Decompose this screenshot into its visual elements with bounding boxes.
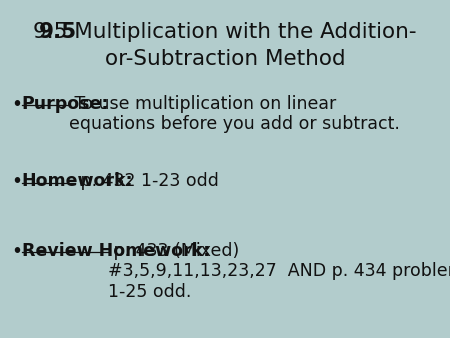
Text: To use multiplication on linear
equations before you add or subtract.: To use multiplication on linear equation… <box>69 95 400 134</box>
Text: 9.5: 9.5 <box>39 22 77 42</box>
Text: •: • <box>11 242 22 261</box>
Text: Homework:: Homework: <box>22 172 133 190</box>
Text: Purpose:: Purpose: <box>22 95 109 113</box>
Text: Review Homework:: Review Homework: <box>22 242 210 260</box>
Text: •: • <box>11 95 22 114</box>
Text: •: • <box>11 172 22 191</box>
Text: 9.5 Multiplication with the Addition-: 9.5 Multiplication with the Addition- <box>33 22 417 42</box>
Text: p. 432 1-23 odd: p. 432 1-23 odd <box>75 172 219 190</box>
Text: p. 433 (Mixed)
#3,5,9,11,13,23,27  AND p. 434 problems
1-25 odd.: p. 433 (Mixed) #3,5,9,11,13,23,27 AND p.… <box>108 242 450 301</box>
Text: or-Subtraction Method: or-Subtraction Method <box>105 49 345 69</box>
